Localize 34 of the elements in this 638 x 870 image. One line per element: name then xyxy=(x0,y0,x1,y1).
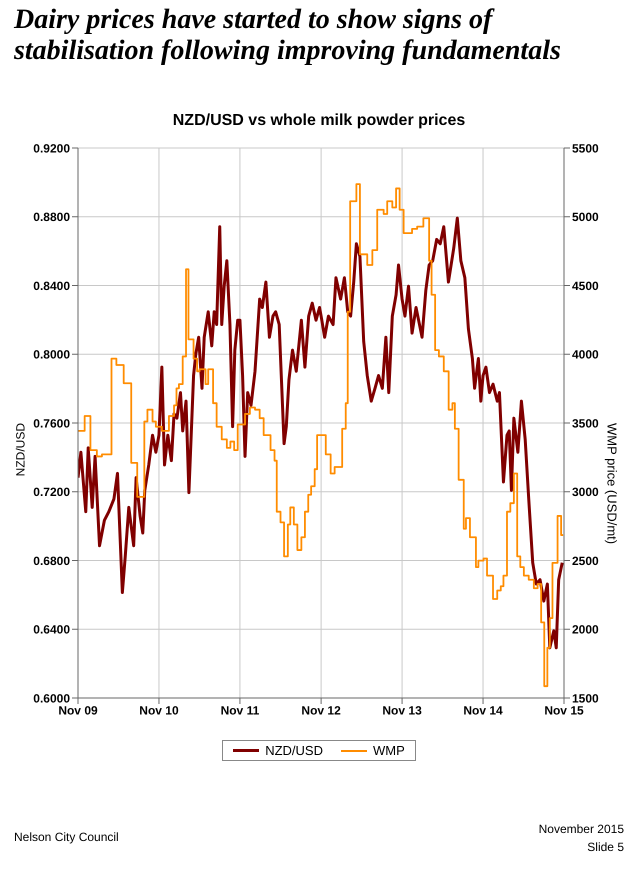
y2-axis-title: WMP price (USD/mt) xyxy=(604,423,620,544)
legend-label: NZD/USD xyxy=(265,743,323,758)
y2-tick-label: 1500 xyxy=(572,691,600,706)
x-tick-label: Nov 11 xyxy=(220,704,260,718)
y-tick-label: 0.8000 xyxy=(33,348,70,362)
y2-tick-label: 4000 xyxy=(572,348,600,362)
y-tick-label: 0.6000 xyxy=(33,691,70,706)
y2-tick-label: 3000 xyxy=(572,485,600,500)
y2-tick-label: 5500 xyxy=(572,141,600,156)
y-tick-label: 0.8800 xyxy=(33,210,70,224)
y-tick-label: 0.6400 xyxy=(33,622,70,637)
y-axis-title: NZD/USD xyxy=(13,422,28,476)
y2-tick-label: 4500 xyxy=(572,278,600,293)
y2-tick-label: 2000 xyxy=(572,622,600,637)
x-tick-label: Nov 14 xyxy=(463,704,504,718)
y2-tick-label: 5000 xyxy=(572,210,600,224)
y-tick-label: 0.8400 xyxy=(33,278,70,293)
chart-title: Dairy prices have started to show signs of stabilisation following improving fundamentals xyxy=(14,4,562,66)
y2-tick-label: 3500 xyxy=(572,416,600,430)
text: November 2015 xyxy=(538,822,624,836)
x-tick-label: Nov 09 xyxy=(58,704,98,718)
y2-tick-label: 2500 xyxy=(572,554,600,568)
y-tick-label: 0.6800 xyxy=(33,554,70,568)
y-tick-label: 0.7600 xyxy=(33,416,70,430)
x-tick-label: Nov 10 xyxy=(139,704,179,718)
x-tick-label: Nov 12 xyxy=(301,704,342,718)
legend-label: WMP xyxy=(373,743,405,758)
chart-subtitle: NZD/USD vs whole milk powder prices xyxy=(172,112,466,130)
x-tick-label: Nov 13 xyxy=(382,704,422,718)
text: Nelson City Council xyxy=(14,830,119,844)
y-tick-label: 0.7200 xyxy=(33,485,70,500)
y-tick-label: 0.9200 xyxy=(33,141,70,156)
text: Slide 5 xyxy=(587,840,624,854)
x-tick-label: Nov 15 xyxy=(544,704,584,718)
